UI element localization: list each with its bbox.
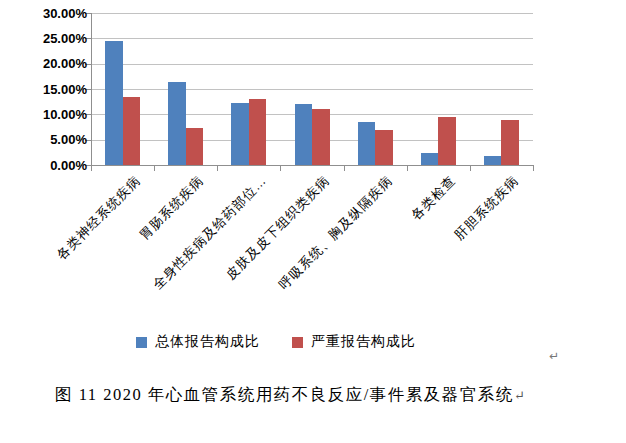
bar-serious-4 [375,130,393,165]
x-axis-tick [407,166,408,171]
bar-serious-3 [312,109,330,165]
bar-serious-2 [249,99,267,165]
chart-legend: 总体报告构成比 严重报告构成比 [0,333,552,351]
y-gridline [91,64,533,65]
legend-label: 总体报告构成比 [155,333,260,351]
legend-swatch-icon [136,337,147,348]
y-axis-tick-label: 25.00% [0,31,87,46]
bar-overall-6 [484,156,502,165]
x-axis-tick [344,166,345,171]
y-axis-tick-label: 5.00% [0,132,87,147]
x-category-label: 肝胆系统疾病 [451,172,523,244]
bar-overall-0 [105,41,123,165]
x-axis-tick [91,166,92,171]
x-category-label: 呼吸系统、胸及纵隔疾病 [275,172,397,294]
paragraph-return-icon: ↵ [549,349,559,363]
paragraph-return-icon: ↵ [514,388,525,403]
bar-serious-5 [438,117,456,165]
x-category-label: 全身性疾病及给药部位… [149,172,271,294]
bar-overall-2 [231,103,249,165]
figure-caption-text: 图 11 2020 年心血管系统用药不良反应/事件累及器官系统 [55,385,514,404]
bar-serious-0 [123,97,141,165]
bar-overall-1 [168,82,186,165]
x-axis-tick [280,166,281,171]
y-axis-tick-label: 10.00% [0,107,87,122]
x-axis-line [91,165,534,166]
bar-serious-1 [186,128,204,165]
legend-item: 严重报告构成比 [292,333,416,351]
legend-label: 严重报告构成比 [311,333,416,351]
y-axis-tick-label: 20.00% [0,56,87,71]
legend-swatch-icon [292,337,303,348]
y-axis-tick-label: 30.00% [0,6,87,21]
y-axis-tick-label: 15.00% [0,82,87,97]
x-axis-tick [154,166,155,171]
y-gridline [91,13,533,14]
x-category-label: 各类检查 [408,172,460,224]
x-axis-tick [470,166,471,171]
bar-overall-4 [358,122,376,165]
figure-caption: 图 11 2020 年心血管系统用药不良反应/事件累及器官系统↵ [55,383,525,408]
y-axis-tick-label: 0.00% [0,158,87,173]
x-axis-tick [217,166,218,171]
y-axis-line [91,13,92,165]
y-gridline [91,38,533,39]
x-axis-tick [533,166,534,171]
bar-overall-3 [295,104,313,165]
y-gridline [91,89,533,90]
document-page: 0.00% 5.00% 10.00% 15.00% 20.00% 25.00% 30.00%… [0,0,626,443]
x-category-label: 皮肤及皮下组织类疾病 [222,172,334,284]
bar-overall-5 [421,153,439,165]
x-category-label: 各类神经系统疾病 [52,172,144,264]
bar-serious-6 [501,120,519,165]
legend-item: 总体报告构成比 [136,333,260,351]
